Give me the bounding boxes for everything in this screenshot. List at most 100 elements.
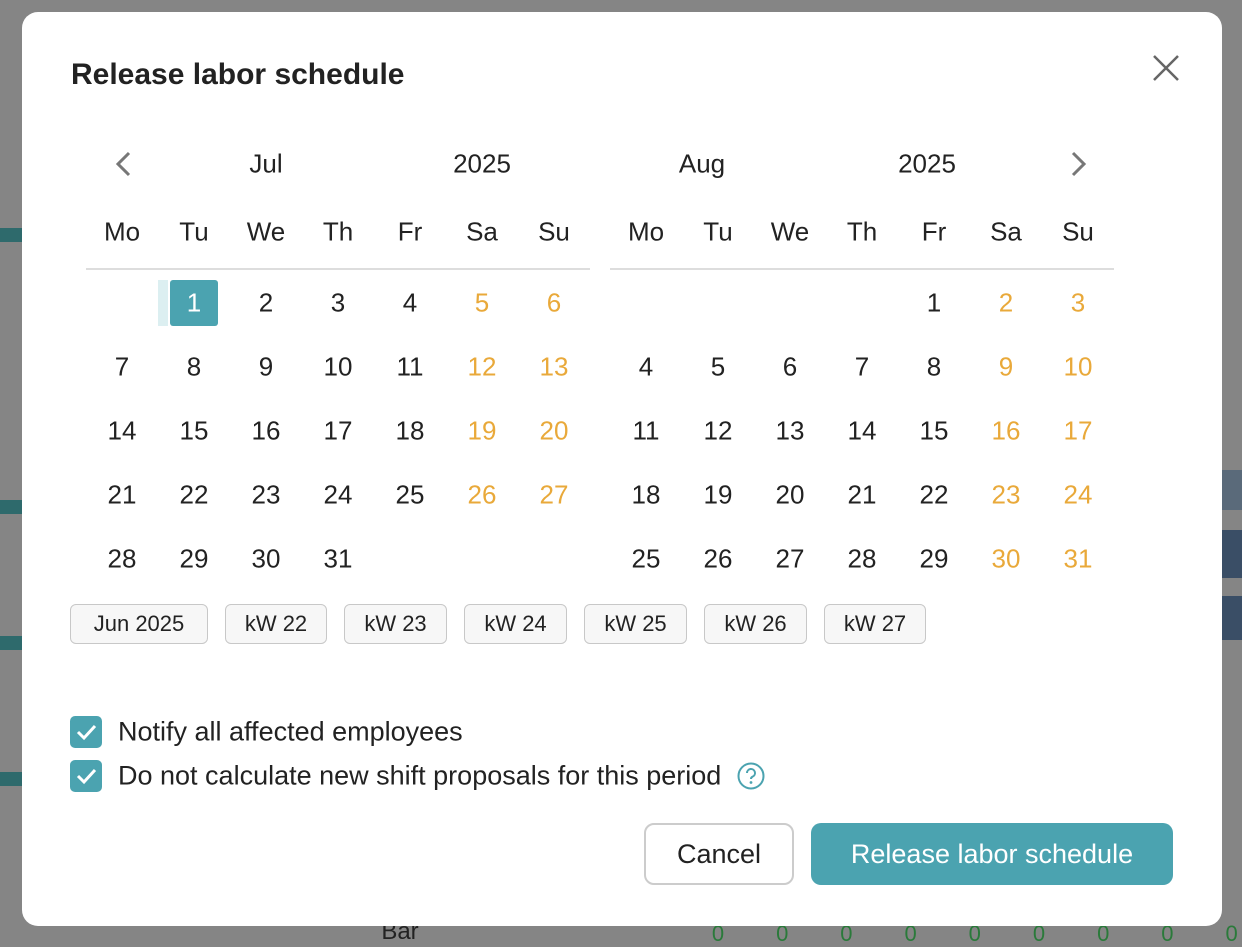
bg-value: 0 <box>776 921 789 946</box>
day[interactable]: 17 <box>1063 415 1093 446</box>
day[interactable]: 15 <box>179 415 209 446</box>
month-label[interactable]: Aug <box>678 148 726 179</box>
option-label[interactable]: Notify all affected employees <box>118 716 463 747</box>
day[interactable]: 13 <box>775 415 805 446</box>
day[interactable]: 21 <box>847 479 877 510</box>
year-label[interactable]: 2025 <box>453 148 511 179</box>
day[interactable]: 10 <box>1063 351 1093 382</box>
day[interactable]: 5 <box>474 287 490 318</box>
day[interactable]: 17 <box>323 415 353 446</box>
day[interactable]: 25 <box>395 479 425 510</box>
day[interactable]: 26 <box>703 543 733 574</box>
day[interactable]: 23 <box>991 479 1021 510</box>
day[interactable]: 16 <box>251 415 281 446</box>
next-month[interactable] <box>1066 150 1090 178</box>
day[interactable]: 19 <box>467 415 497 446</box>
quick-select[interactable]: kW 23 <box>344 604 447 644</box>
day[interactable]: 19 <box>703 479 733 510</box>
bg-value: 0 <box>904 921 917 946</box>
close-button[interactable] <box>1150 52 1182 84</box>
day[interactable]: 8 <box>926 351 942 382</box>
day[interactable]: 20 <box>539 415 569 446</box>
bg-value: 0 <box>968 921 981 946</box>
month-label[interactable]: Jul <box>249 148 283 179</box>
weekday: Tu <box>179 216 209 247</box>
day[interactable]: 1 <box>186 287 202 318</box>
day[interactable]: 4 <box>638 351 654 382</box>
day[interactable]: 14 <box>847 415 877 446</box>
day[interactable]: 14 <box>107 415 137 446</box>
day[interactable]: 2 <box>998 287 1014 318</box>
day[interactable]: 26 <box>467 479 497 510</box>
help-glyph <box>737 762 765 790</box>
weekday: Th <box>846 216 878 247</box>
day[interactable]: 23 <box>251 479 281 510</box>
day[interactable]: 11 <box>632 415 660 446</box>
option-label[interactable]: Do not calculate new shift proposals for… <box>118 760 722 791</box>
day[interactable]: 28 <box>107 543 137 574</box>
bg-bar <box>0 228 22 242</box>
day[interactable]: 3 <box>1070 287 1086 318</box>
submit-button[interactable]: Release labor schedule <box>811 823 1173 885</box>
day[interactable]: 24 <box>1063 479 1093 510</box>
weekday: Th <box>322 216 354 247</box>
weekday: Su <box>538 216 570 247</box>
weekday: We <box>770 216 810 247</box>
quick-select[interactable]: Jun 2025 <box>70 604 208 644</box>
day[interactable]: 27 <box>539 479 569 510</box>
day[interactable]: 1 <box>926 287 942 318</box>
day[interactable]: 16 <box>991 415 1021 446</box>
checkbox[interactable] <box>70 760 102 792</box>
day[interactable]: 18 <box>631 479 661 510</box>
day[interactable]: 6 <box>782 351 798 382</box>
day[interactable]: 30 <box>251 543 281 574</box>
day[interactable]: 7 <box>114 351 130 382</box>
day[interactable]: 5 <box>710 351 726 382</box>
cancel-button[interactable]: Cancel <box>644 823 794 885</box>
day[interactable]: 4 <box>402 287 418 318</box>
day[interactable]: 12 <box>703 415 733 446</box>
day[interactable]: 29 <box>179 543 209 574</box>
day[interactable]: 24 <box>323 479 353 510</box>
day[interactable]: 28 <box>847 543 877 574</box>
day[interactable]: 30 <box>991 543 1021 574</box>
day[interactable]: 31 <box>1063 543 1093 574</box>
day[interactable]: 27 <box>775 543 805 574</box>
bg-value: 0 <box>1225 921 1238 946</box>
day[interactable]: 12 <box>467 351 497 382</box>
day[interactable]: 2 <box>258 287 274 318</box>
help-icon[interactable] <box>737 762 765 790</box>
day[interactable]: 13 <box>539 351 569 382</box>
day[interactable]: 18 <box>395 415 425 446</box>
day[interactable]: 20 <box>775 479 805 510</box>
quick-select[interactable]: kW 27 <box>824 604 926 644</box>
weekday: Mo <box>627 216 665 247</box>
bg-bar <box>1222 596 1242 640</box>
day[interactable]: 22 <box>919 479 949 510</box>
day[interactable]: 9 <box>998 351 1014 382</box>
day[interactable]: 8 <box>186 351 202 382</box>
day[interactable]: 15 <box>919 415 949 446</box>
quick-select[interactable]: kW 25 <box>584 604 687 644</box>
day[interactable]: 11 <box>396 351 424 382</box>
quick-select[interactable]: kW 22 <box>225 604 327 644</box>
day[interactable]: 31 <box>323 543 353 574</box>
day[interactable]: 3 <box>330 287 346 318</box>
day[interactable]: 7 <box>854 351 870 382</box>
day[interactable]: 22 <box>179 479 209 510</box>
check <box>76 724 97 741</box>
day[interactable]: 29 <box>919 543 949 574</box>
quick-select[interactable]: kW 26 <box>704 604 807 644</box>
day[interactable]: 21 <box>107 479 137 510</box>
day[interactable]: 9 <box>258 351 274 382</box>
dialog-title: Release labor schedule <box>71 58 405 91</box>
year-label[interactable]: 2025 <box>898 148 956 179</box>
day[interactable]: 10 <box>323 351 353 382</box>
day[interactable]: 25 <box>631 543 661 574</box>
checkbox[interactable] <box>70 716 102 748</box>
range-edge <box>158 280 168 326</box>
quick-select[interactable]: kW 24 <box>464 604 567 644</box>
day[interactable]: 6 <box>546 287 562 318</box>
prev-month[interactable] <box>112 150 136 178</box>
